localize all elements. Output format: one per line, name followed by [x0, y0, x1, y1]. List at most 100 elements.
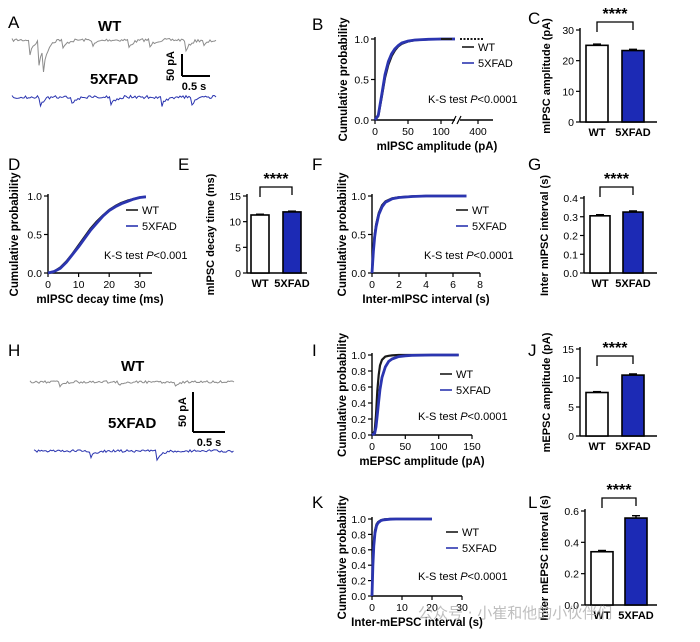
- y-tick-label: 0.2: [564, 569, 579, 581]
- y-tick-label: 0: [568, 431, 574, 443]
- legend-entry: 5XFAD: [472, 221, 507, 233]
- y-tick-label: 0.4: [564, 537, 579, 549]
- x-tick-label: 6: [450, 279, 456, 291]
- category-label: WT: [593, 610, 610, 622]
- y-axis-label: mIPSC decay time (ms): [205, 173, 217, 295]
- x-tick-label: 100: [432, 126, 450, 138]
- y-tick-label: 15: [229, 191, 241, 203]
- series-line-5XFAD: [373, 37, 455, 121]
- panel-letter-C: C: [528, 9, 540, 28]
- x-tick-label: 20: [103, 279, 115, 291]
- panel-letter-K: K: [312, 493, 324, 512]
- y-axis-label: Inter mIPSC interval (s): [539, 175, 551, 296]
- trace-fad-h: [33, 449, 234, 462]
- x-tick-label: 8: [477, 279, 483, 291]
- legend-entry: WT: [456, 369, 473, 381]
- significance-stars: ****: [604, 171, 630, 188]
- y-tick-label: 5: [235, 242, 241, 254]
- legend-entry: 5XFAD: [478, 58, 513, 70]
- y-axis-label: Cumulative probability: [337, 172, 349, 297]
- y-tick-label: 0.5: [351, 230, 366, 242]
- scale-bar-time: 0.5 s: [197, 437, 221, 449]
- trace-wt-a: [11, 37, 217, 72]
- y-tick-label: 0.4: [563, 193, 578, 205]
- bar-WT: [585, 391, 609, 437]
- ks-test-annotation: K-S test P<0.0001: [424, 250, 514, 262]
- category-label: 5XFAD: [618, 610, 654, 622]
- y-tick-label: 1.0: [351, 514, 366, 526]
- y-tick-label: 20: [562, 56, 574, 68]
- bar-WT: [250, 214, 270, 274]
- y-tick-label: 0.2: [351, 414, 366, 426]
- bar-5XFAD: [621, 49, 645, 123]
- significance-stars: ****: [607, 482, 633, 499]
- y-tick-label: 0.5: [354, 75, 369, 87]
- y-tick-label: 0.6: [351, 545, 366, 557]
- significance-stars: ****: [603, 6, 629, 23]
- y-tick-label: 5: [568, 402, 574, 414]
- x-tick-label: 400: [469, 126, 487, 138]
- significance-bracket: [596, 355, 634, 366]
- x-tick-label: 30: [134, 279, 146, 291]
- x-tick-label: 30: [456, 602, 468, 614]
- x-tick-label: 0: [45, 279, 51, 291]
- ks-test-annotation: K-S test P<0.0001: [418, 411, 508, 423]
- y-tick-label: 0.0: [351, 591, 366, 603]
- significance-stars: ****: [603, 340, 629, 357]
- y-tick-label: 10: [562, 373, 574, 385]
- y-axis-label: Cumulative probability: [337, 495, 349, 620]
- panel-letter-A: A: [8, 13, 20, 32]
- series-line-WT: [374, 37, 455, 121]
- x-tick-label: 4: [423, 279, 429, 291]
- trace-label-wt: WT: [98, 18, 121, 35]
- x-axis-label: mEPSC amplitude (pA): [359, 456, 484, 468]
- y-tick-label: 10: [562, 86, 574, 98]
- bar-5XFAD: [624, 517, 648, 606]
- category-label: WT: [591, 278, 608, 290]
- y-axis-label: mEPSC amplitude (pA): [541, 332, 553, 452]
- bar-chart-L: 0.0 0.2 0.4 0.6 WT 5XFAD **** Inter mEPSC inter…: [539, 482, 657, 622]
- y-tick-label: 0.8: [351, 529, 366, 541]
- legend-entry: 5XFAD: [462, 543, 497, 555]
- series-line-5XFAD: [371, 353, 459, 437]
- y-tick-label: 0.0: [354, 115, 369, 127]
- significance-bracket: [601, 497, 637, 508]
- bar-WT: [590, 550, 614, 606]
- category-label: 5XFAD: [615, 441, 651, 453]
- x-axis-label: mIPSC amplitude (pA): [377, 141, 498, 153]
- scale-bar-time: 0.5 s: [182, 81, 206, 93]
- category-label: 5XFAD: [274, 278, 310, 290]
- bar-5XFAD: [622, 211, 644, 274]
- x-tick-label: 20: [426, 602, 438, 614]
- category-label: WT: [588, 441, 605, 453]
- y-tick-label: 0.4: [351, 560, 366, 572]
- x-tick-label: 50: [399, 441, 411, 453]
- bar-WT: [585, 44, 609, 123]
- significance-bracket: [259, 186, 293, 197]
- y-tick-label: 0: [568, 117, 574, 129]
- y-tick-label: 0.5: [27, 230, 42, 242]
- series-line-5XFAD: [370, 194, 467, 274]
- y-tick-label: 0.2: [563, 231, 578, 243]
- y-tick-label: 0: [235, 268, 241, 280]
- panel-letter-J: J: [528, 341, 537, 360]
- bar-chart-G: 0.0 0.1 0.2 0.3 0.4 WT 5XFAD **** Inter mIPSC in…: [539, 171, 657, 296]
- y-tick-label: 0.6: [351, 382, 366, 394]
- bar-chart-E: 0 5 10 15 WT 5XFAD **** mIPSC decay time (ms): [205, 171, 310, 295]
- y-tick-label: 10: [229, 217, 241, 229]
- x-axis-label: Inter-mIPSC interval (s): [362, 294, 489, 306]
- series-line-WT: [370, 517, 432, 597]
- panel-letter-I: I: [312, 341, 317, 360]
- scale-bar-current: 50 pA: [165, 51, 177, 81]
- cdf-chart-B: 0.0 0.5 1.0 0 50 100 400 WT 5XFAD K-S test P<0.00…: [338, 17, 518, 153]
- x-tick-label: 100: [430, 441, 448, 453]
- category-label: WT: [251, 278, 268, 290]
- panel-letter-E: E: [178, 155, 189, 174]
- series-line-5XFAD: [370, 517, 432, 597]
- y-tick-label: 0.3: [563, 212, 578, 224]
- y-tick-label: 0.1: [563, 249, 578, 261]
- x-tick-label: 150: [463, 441, 481, 453]
- legend-entry: WT: [462, 527, 479, 539]
- legend-entry: WT: [142, 205, 159, 217]
